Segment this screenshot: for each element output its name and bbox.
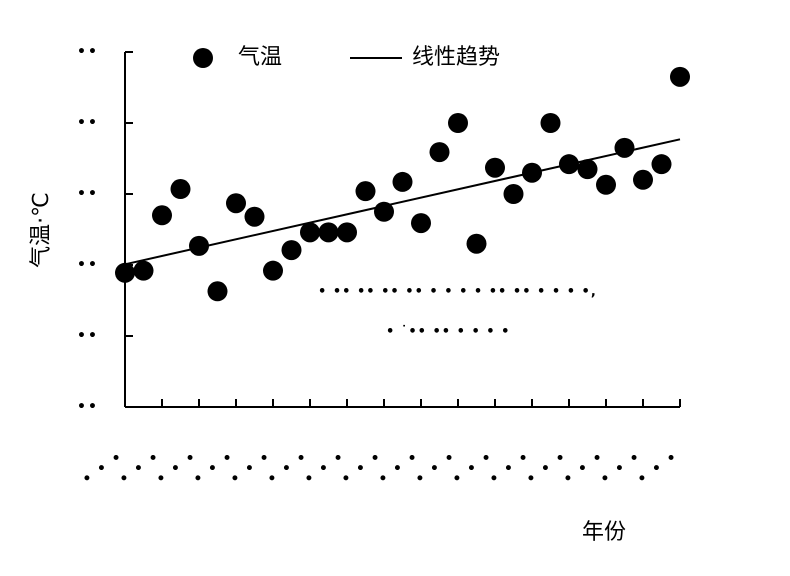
data-point	[226, 193, 246, 214]
x-tick-label: • • •	[597, 448, 644, 488]
y-tick-label: ••	[77, 328, 99, 344]
x-tick-label: • • •	[116, 448, 163, 488]
x-tick-label: • • •	[264, 448, 311, 488]
legend-marker	[193, 48, 213, 68]
y-tick-label: ••	[77, 399, 99, 415]
x-tick-label: • • •	[560, 448, 607, 488]
x-tick-label: • • •	[153, 448, 200, 488]
data-point	[633, 169, 653, 190]
x-tick-label: • • •	[338, 448, 385, 488]
data-point	[337, 222, 357, 243]
data-point	[189, 235, 209, 256]
trend-line	[124, 138, 681, 266]
x-tick-label: • • •	[227, 448, 274, 488]
data-point	[133, 260, 154, 281]
data-point	[670, 66, 690, 87]
data-point	[115, 262, 135, 283]
data-point	[485, 157, 505, 178]
data-point	[448, 113, 468, 133]
x-tick-label: • • •	[79, 448, 126, 488]
x-tick-label: • • •	[486, 448, 533, 488]
data-point	[466, 233, 487, 254]
data-point	[300, 222, 320, 243]
x-axis-label: 年份	[582, 520, 626, 545]
y-tick-label: ••	[77, 257, 99, 273]
y-tick-label: ••	[77, 115, 99, 131]
legend-label: 气温	[238, 45, 282, 70]
data-point	[651, 154, 672, 175]
x-tick-label: • • •	[634, 448, 681, 488]
data-point	[614, 137, 635, 158]
y-tick-label: ••	[77, 44, 99, 60]
data-point	[392, 171, 413, 192]
data-point	[244, 206, 265, 227]
y-axis-label: 气温·℃	[29, 192, 54, 268]
legend-label: 线性趋势	[412, 45, 500, 70]
data-point	[263, 260, 283, 281]
x-tick-label: • • •	[301, 448, 348, 488]
data-point	[596, 174, 616, 195]
x-tick-label: • • •	[412, 448, 459, 488]
data-point	[170, 179, 191, 200]
data-point	[207, 281, 228, 302]
y-tick-label: ••	[77, 186, 99, 202]
data-point	[503, 184, 524, 204]
data-point	[540, 113, 561, 133]
x-tick-label: • • •	[523, 448, 570, 488]
data-point	[577, 159, 598, 180]
annotation: • ˙•• •• • • • •	[386, 325, 510, 340]
x-tick-label: • • •	[449, 448, 496, 488]
data-point	[318, 222, 339, 243]
data-point	[152, 205, 172, 226]
data-point	[429, 142, 450, 163]
x-tick-label: • • •	[375, 448, 422, 488]
data-point	[411, 213, 431, 234]
data-point	[355, 181, 376, 202]
data-point	[281, 240, 302, 261]
annotation: • •• •• •• •• • • • • •• •• • • • •,	[318, 285, 597, 300]
x-tick-label: • • •	[190, 448, 237, 488]
